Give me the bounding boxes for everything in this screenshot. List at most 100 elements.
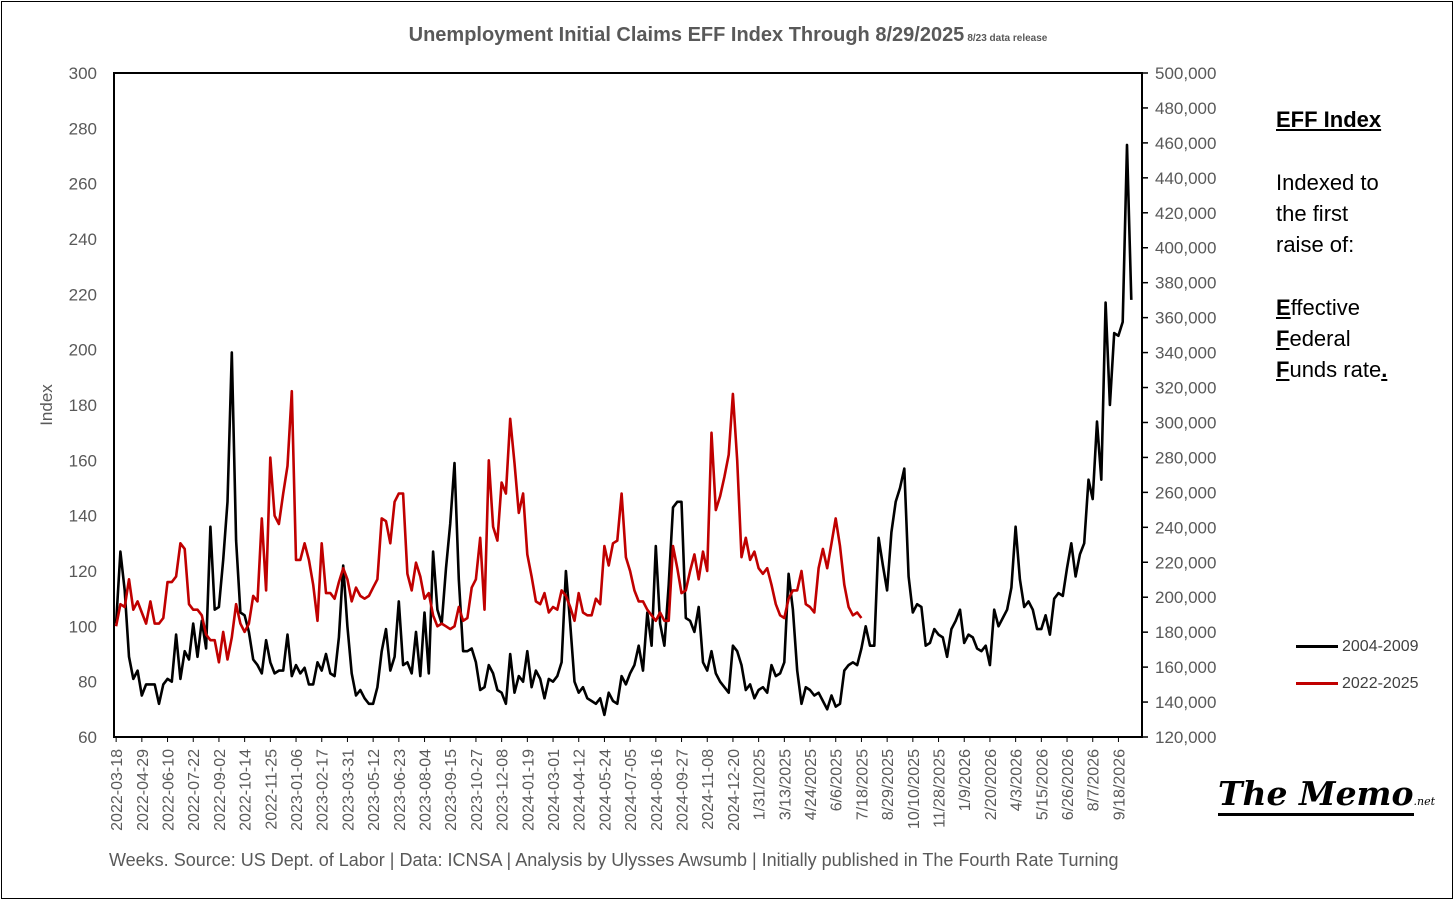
y-tick-label: 140 xyxy=(69,507,97,526)
y2-tick-label: 380,000 xyxy=(1155,274,1216,293)
series-line-2004-2009 xyxy=(114,143,1133,717)
x-tick-label: 2022-11-25 xyxy=(263,749,280,830)
y-tick-label: 220 xyxy=(69,285,97,304)
annotation-f-letter: F xyxy=(1276,326,1290,351)
legend-item-2004-2009: 2004-2009 xyxy=(1296,638,1419,656)
y2-tick-label: 220,000 xyxy=(1155,553,1216,572)
x-tick-label: 2023-12-08 xyxy=(495,749,512,831)
x-tick-label: 2022-10-14 xyxy=(238,749,255,831)
y-tick-label: 280 xyxy=(69,119,97,138)
annotation-f2-letter: F xyxy=(1276,357,1290,382)
y-axis-title: Index xyxy=(37,384,56,426)
x-tick-label: 4/3/2026 xyxy=(1009,749,1026,811)
annotation-line3: raise of: xyxy=(1276,232,1355,257)
x-tick-label: 2022-07-22 xyxy=(186,749,203,831)
chart-title: Unemployment Initial Claims EFF Index Th… xyxy=(0,24,1456,47)
y2-tick-label: 320,000 xyxy=(1155,379,1216,398)
x-tick-label: 2022-03-18 xyxy=(109,749,126,831)
y2-tick-label: 460,000 xyxy=(1155,134,1216,153)
x-tick-label: 6/26/2026 xyxy=(1060,749,1077,820)
y2-tick-label: 440,000 xyxy=(1155,169,1216,188)
x-tick-label: 2023-01-06 xyxy=(289,749,306,831)
series-line-2022-2025 xyxy=(114,389,863,664)
x-tick-label: 6/6/2025 xyxy=(829,749,846,811)
x-tick-label: 2023-06-23 xyxy=(392,749,409,831)
x-tick-label: 2024-03-01 xyxy=(546,749,563,831)
x-tick-label: 2023-08-04 xyxy=(418,749,435,831)
x-tick-label: 10/10/2025 xyxy=(906,749,923,829)
x-tick-label: 2022-06-10 xyxy=(161,749,178,831)
legend-swatch-2022-2025 xyxy=(1296,682,1338,686)
y-tick-label: 260 xyxy=(69,175,97,194)
x-tick-label: 11/28/2025 xyxy=(932,749,949,828)
annotation-line1: Indexed to xyxy=(1276,170,1379,195)
annotation-funds: Funds rate. xyxy=(1276,354,1387,385)
y-tick-label: 200 xyxy=(69,341,97,360)
x-tick-label: 1/31/2025 xyxy=(752,749,769,820)
y-tick-label: 300 xyxy=(69,64,97,83)
x-tick-label: 9/18/2026 xyxy=(1111,749,1128,820)
y2-tick-label: 260,000 xyxy=(1155,483,1216,502)
annotation-federal: Federal xyxy=(1276,323,1351,354)
x-tick-label: 5/15/2026 xyxy=(1034,749,1051,820)
x-tick-label: 2024-05-24 xyxy=(597,749,614,831)
y2-tick-label: 120,000 xyxy=(1155,728,1216,747)
annotation-e-letter: E xyxy=(1276,295,1291,320)
y-tick-label: 100 xyxy=(69,617,97,636)
x-tick-label: 4/24/2025 xyxy=(803,749,820,820)
annotation-funds-rest: unds rate xyxy=(1289,357,1382,382)
y2-tick-label: 280,000 xyxy=(1155,448,1216,467)
x-tick-label: 2022-09-02 xyxy=(212,749,229,831)
x-tick-label: 2024-01-19 xyxy=(520,749,537,831)
legend-label-2004-2009: 2004-2009 xyxy=(1342,638,1419,655)
y2-tick-label: 420,000 xyxy=(1155,204,1216,223)
y2-tick-label: 300,000 xyxy=(1155,413,1216,432)
y-tick-label: 240 xyxy=(69,230,97,249)
annotation-effective-rest: ffective xyxy=(1290,295,1360,320)
plot-area xyxy=(113,72,1143,738)
y2-tick-label: 200,000 xyxy=(1155,588,1216,607)
annotation-heading: EFF Index xyxy=(1276,107,1382,132)
x-tick-label: 2023-09-15 xyxy=(443,749,460,831)
x-tick-label: 2024-09-27 xyxy=(675,749,692,831)
annotation-federal-rest: ederal xyxy=(1289,326,1351,351)
y2-tick-label: 360,000 xyxy=(1155,309,1216,328)
x-tick-label: 2024-11-08 xyxy=(700,749,717,830)
x-tick-label: 8/29/2025 xyxy=(880,749,897,820)
y-tick-label: 80 xyxy=(78,673,97,692)
x-tick-label: 1/9/2026 xyxy=(957,749,974,811)
y-tick-label: 180 xyxy=(69,396,97,415)
x-tick-label: 8/7/2026 xyxy=(1086,749,1103,811)
legend-swatch-2004-2009 xyxy=(1296,645,1338,649)
y2-tick-label: 140,000 xyxy=(1155,693,1216,712)
x-tick-label: 3/13/2025 xyxy=(777,749,794,820)
y-tick-label: 160 xyxy=(69,451,97,470)
x-tick-label: 2023-10-27 xyxy=(469,749,486,831)
x-tick-label: 2022-04-29 xyxy=(135,749,152,831)
y2-tick-label: 240,000 xyxy=(1155,518,1216,537)
annotation-period: . xyxy=(1381,357,1388,382)
brand-name: The Memo xyxy=(1218,774,1414,816)
x-tick-label: 2/20/2026 xyxy=(983,749,1000,820)
brand-tld: .net xyxy=(1413,795,1436,808)
y2-tick-label: 340,000 xyxy=(1155,344,1216,363)
y2-tick-label: 160,000 xyxy=(1155,658,1216,677)
legend-label-2022-2025: 2022-2025 xyxy=(1342,675,1419,692)
chart-title-sub: 8/23 data release xyxy=(967,33,1048,44)
brand-logo: The Memo.net xyxy=(1218,774,1436,816)
chart-title-main: Unemployment Initial Claims EFF Index Th… xyxy=(408,24,965,46)
y-tick-label: 120 xyxy=(69,562,97,581)
x-tick-label: 7/18/2025 xyxy=(854,749,871,820)
y2-tick-label: 500,000 xyxy=(1155,64,1216,83)
x-tick-label: 2023-05-12 xyxy=(366,749,383,831)
x-tick-label: 2024-08-16 xyxy=(649,749,666,831)
x-tick-label: 2023-03-31 xyxy=(340,749,357,831)
legend-item-2022-2025: 2022-2025 xyxy=(1296,675,1419,693)
x-tick-label: 2024-04-12 xyxy=(572,749,589,831)
x-tick-label: 2024-12-20 xyxy=(726,749,743,831)
source-note: Weeks. Source: US Dept. of Labor | Data:… xyxy=(109,850,1119,870)
y-tick-label: 60 xyxy=(78,728,97,747)
y2-tick-label: 180,000 xyxy=(1155,623,1216,642)
